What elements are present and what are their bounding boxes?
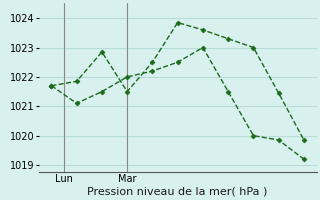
X-axis label: Pression niveau de la mer( hPa ): Pression niveau de la mer( hPa ) [87,187,268,197]
